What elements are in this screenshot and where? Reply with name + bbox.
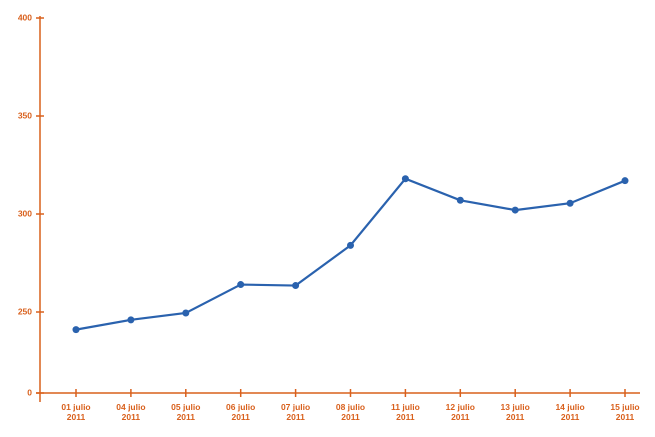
x-tick-label: 11 julio 2011 bbox=[391, 402, 420, 422]
data-point bbox=[401, 175, 409, 183]
data-point bbox=[456, 196, 464, 204]
x-tick-label: 04 julio 2011 bbox=[116, 402, 145, 422]
data-point bbox=[347, 241, 354, 249]
line-series bbox=[75, 177, 626, 331]
data-point bbox=[237, 281, 245, 289]
y-tick-label: 350 bbox=[18, 110, 32, 120]
x-tick-label: 08 julio 2011 bbox=[336, 402, 365, 422]
data-point bbox=[182, 309, 190, 317]
y-tick-label: 250 bbox=[18, 306, 32, 316]
data-point bbox=[566, 199, 574, 207]
x-tick-label: 13 julio 2011 bbox=[501, 402, 530, 422]
y-tick-label: 300 bbox=[18, 208, 32, 218]
x-tick-label: 07 julio 2011 bbox=[281, 402, 310, 422]
x-tick-label: 15 julio 2011 bbox=[610, 402, 639, 422]
x-tick-label: 12 julio 2011 bbox=[446, 402, 475, 422]
x-tick-label: 05 julio 2011 bbox=[171, 402, 200, 422]
x-tick-label: 06 julio 2011 bbox=[226, 402, 255, 422]
x-tick-label: 14 julio 2011 bbox=[555, 402, 584, 422]
data-point bbox=[511, 206, 519, 214]
x-tick-label: 01 julio 2011 bbox=[61, 402, 90, 422]
y-tick-label: 400 bbox=[18, 12, 32, 22]
data-point bbox=[292, 282, 300, 290]
data-point bbox=[621, 177, 629, 185]
data-point bbox=[127, 316, 135, 324]
y-tick-label: 0 bbox=[27, 387, 32, 397]
data-point bbox=[72, 326, 80, 334]
